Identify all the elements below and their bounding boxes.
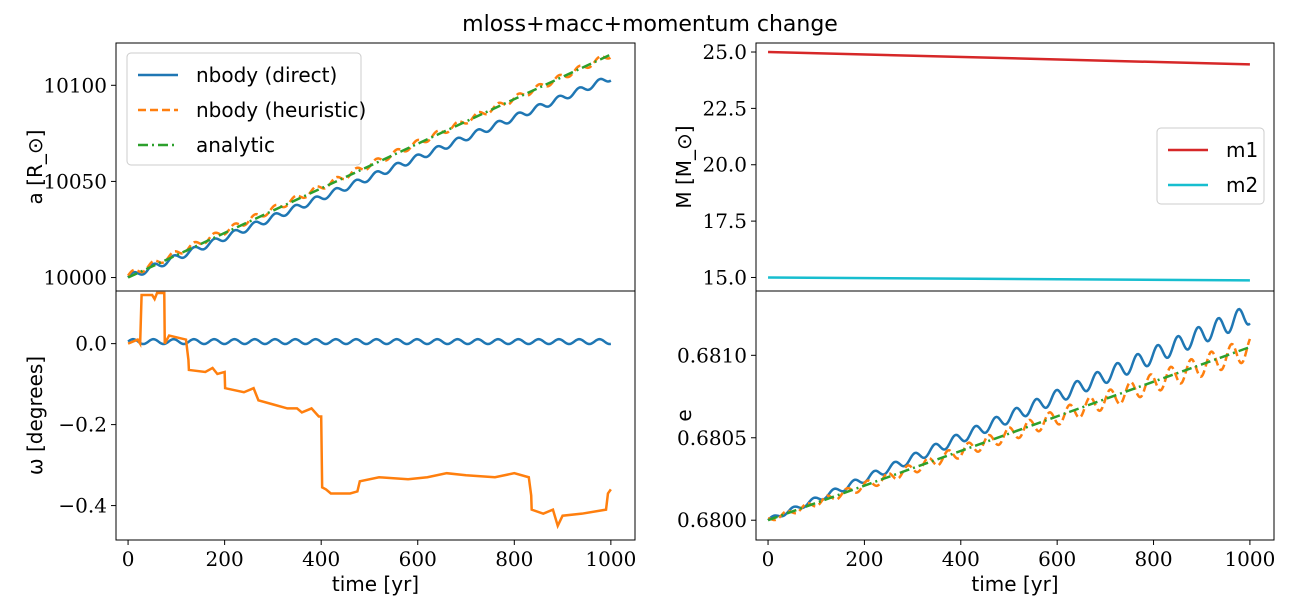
series-line-omega-1 (127, 291, 612, 530)
x-tick-label: 200 (845, 547, 883, 571)
x-tick-label: 1000 (1224, 547, 1275, 571)
y-tick-label: 0.6805 (677, 426, 747, 450)
x-axis-label: time [yr] (971, 572, 1058, 596)
figure-title: mloss+macc+momentum change (462, 12, 838, 37)
y-tick-label: 0.6810 (677, 343, 747, 367)
x-tick-label: 400 (302, 547, 340, 571)
series-line-ecc-0 (767, 307, 1251, 522)
y-tick-label: −0.4 (58, 494, 107, 518)
y-tick-label: −0.2 (58, 413, 107, 437)
y-axis-label: M [M_⊙] (672, 125, 696, 208)
axes-frame-ecc (755, 290, 1275, 541)
series-line-sma-2 (127, 53, 612, 279)
y-axis-label: ω [degrees] (23, 356, 47, 475)
x-tick-label: 800 (495, 547, 533, 571)
y-axis-label: a [R_⊙] (23, 130, 47, 205)
x-tick-label: 1000 (585, 547, 636, 571)
legend-frame (126, 52, 362, 166)
x-tick-label: 0 (122, 547, 135, 571)
axes-frame-omega (115, 290, 636, 541)
x-tick-label: 600 (1038, 547, 1076, 571)
x-tick-label: 600 (399, 547, 437, 571)
panel-omega: 0.0 −0.2 −0.4 0 200 400 600 800 1000 time [yr] ω [… (23, 290, 636, 596)
series-line-mass-1 (768, 276, 1250, 282)
y-tick-label: 22.5 (702, 96, 747, 120)
legend-label: analytic (196, 133, 275, 157)
series-line-sma-0 (127, 77, 612, 279)
series-line-ecc-2 (767, 345, 1251, 522)
y-axis-label: e (672, 409, 696, 421)
x-tick-label: 200 (206, 547, 244, 571)
legend-label: m1 (1226, 138, 1258, 162)
y-tick-label: 0.6800 (677, 508, 747, 532)
legend-label: nbody (heuristic) (196, 98, 366, 122)
y-tick-label: 10000 (43, 266, 107, 290)
y-tick-label: 17.5 (702, 209, 747, 233)
y-tick-label: 0.0 (75, 332, 107, 356)
panel-ecc: 0.6800 0.6805 0.6810 0 200 400 600 800 1000 time … (672, 290, 1275, 596)
y-tick-label: 10100 (43, 73, 107, 97)
x-tick-label: 0 (762, 547, 775, 571)
y-tick-label: 25.0 (702, 40, 747, 64)
y-tick-label: 20.0 (702, 153, 747, 177)
legend-label: m2 (1226, 173, 1258, 197)
x-axis-label: time [yr] (332, 572, 419, 596)
series-line-ecc-1 (767, 338, 1252, 522)
x-tick-label: 400 (942, 547, 980, 571)
series-line-mass-0 (768, 50, 1250, 66)
y-tick-label: 10050 (43, 169, 107, 193)
legend-sma: nbody (direct) nbody (heuristic) analytic (126, 52, 366, 166)
legend-label: nbody (direct) (196, 63, 337, 87)
y-tick-label: 15.0 (702, 265, 747, 289)
x-tick-label: 800 (1134, 547, 1172, 571)
series-line-omega-0 (127, 337, 612, 346)
